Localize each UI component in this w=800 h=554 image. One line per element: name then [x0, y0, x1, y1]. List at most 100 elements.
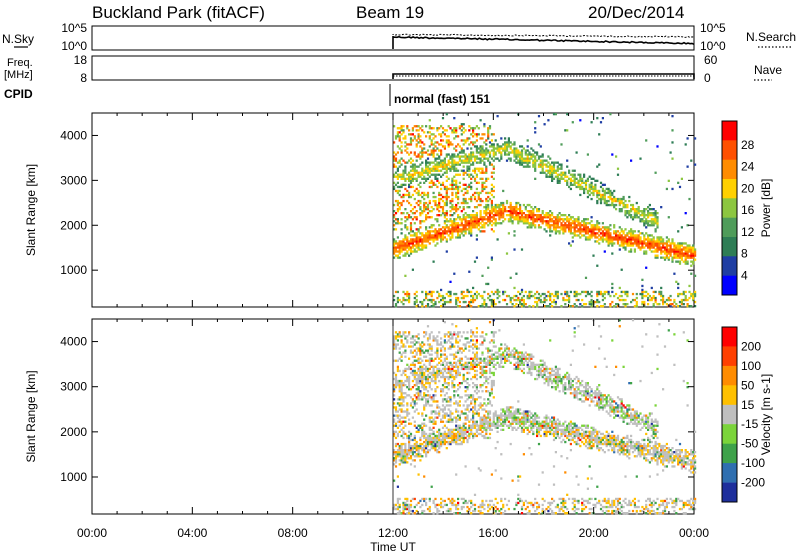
data-cell	[434, 141, 437, 144]
data-cell	[549, 298, 552, 302]
data-cell	[577, 181, 580, 184]
data-cell	[404, 137, 407, 140]
data-cell	[460, 161, 463, 164]
data-cell	[477, 228, 480, 231]
data-cell	[441, 234, 445, 237]
data-cell	[443, 214, 446, 217]
data-cell	[413, 169, 416, 172]
data-cell	[641, 220, 644, 223]
data-cell	[487, 410, 490, 413]
data-cell	[400, 300, 403, 304]
data-cell	[440, 349, 443, 352]
data-cell	[473, 369, 477, 373]
data-cell	[449, 501, 452, 505]
data-cell	[441, 388, 445, 391]
data-cell	[598, 163, 601, 166]
data-cell	[464, 432, 467, 436]
data-cell	[645, 242, 648, 245]
data-cell	[515, 212, 518, 215]
data-cell	[579, 187, 582, 191]
data-cell	[590, 177, 593, 180]
data-cell	[485, 212, 488, 215]
data-cell	[453, 292, 456, 296]
data-cell	[633, 230, 636, 233]
data-cell	[475, 296, 478, 300]
data-cell	[393, 479, 396, 482]
data-cell	[509, 157, 512, 160]
data-cell	[408, 375, 411, 379]
data-cell	[408, 388, 411, 391]
data-cell	[500, 216, 503, 219]
data-cell	[419, 185, 422, 189]
data-cell	[417, 173, 420, 176]
data-cell	[690, 252, 693, 255]
data-cell	[536, 214, 539, 217]
data-cell	[573, 222, 576, 225]
data-cell	[419, 244, 422, 247]
data-cell	[445, 153, 448, 156]
data-cell	[584, 181, 588, 184]
data-cell	[455, 369, 458, 373]
data-cell	[605, 240, 608, 243]
data-cell	[690, 305, 693, 308]
data-cell	[458, 434, 461, 438]
data-cell	[447, 404, 450, 407]
data-cell	[419, 145, 422, 148]
data-cell	[411, 250, 414, 253]
data-cell	[487, 414, 490, 417]
data-cell	[643, 252, 646, 255]
data-cell	[539, 159, 542, 162]
data-cell	[400, 512, 403, 515]
data-cell	[568, 228, 571, 231]
data-cell	[652, 290, 655, 294]
data-cell	[669, 250, 672, 253]
data-cell	[473, 390, 477, 393]
data-cell	[455, 337, 458, 340]
data-cell	[481, 335, 484, 338]
data-cell	[423, 351, 426, 354]
data-cell	[650, 246, 653, 249]
data-cell	[633, 250, 636, 253]
data-cell	[624, 234, 627, 237]
data-cell	[520, 296, 524, 300]
data-cell	[436, 347, 439, 350]
data-cell	[430, 230, 433, 233]
data-cell	[487, 203, 490, 207]
data-cell	[409, 337, 413, 340]
data-cell	[549, 216, 552, 219]
data-cell	[423, 193, 426, 197]
data-cell	[421, 512, 424, 515]
data-cell	[457, 367, 460, 371]
data-cell	[656, 218, 659, 221]
data-cell	[511, 149, 514, 152]
data-cell	[460, 169, 463, 172]
data-cell	[441, 206, 445, 209]
data-cell	[417, 349, 420, 352]
data-cell	[441, 432, 445, 436]
data-cell	[526, 220, 529, 223]
data-cell	[596, 292, 599, 296]
data-cell	[402, 242, 405, 245]
data-cell	[402, 159, 405, 162]
data-cell	[449, 333, 452, 336]
data-cell	[406, 238, 409, 241]
colorbar-swatch	[722, 275, 737, 296]
data-cell	[436, 236, 439, 239]
data-cell	[678, 248, 682, 251]
data-cell	[481, 147, 484, 150]
data-cell	[630, 234, 633, 237]
data-cell	[515, 214, 518, 217]
data-cell	[615, 230, 618, 233]
data-cell	[631, 203, 635, 207]
data-cell	[534, 218, 537, 221]
data-cell	[436, 512, 439, 515]
data-cell	[398, 161, 401, 164]
data-cell	[556, 222, 559, 225]
data-cell	[464, 153, 467, 156]
data-cell	[421, 428, 424, 431]
data-cell	[457, 228, 460, 231]
data-cell	[451, 199, 454, 203]
data-cell	[400, 244, 403, 247]
data-cell	[440, 153, 443, 156]
data-cell	[408, 449, 411, 452]
